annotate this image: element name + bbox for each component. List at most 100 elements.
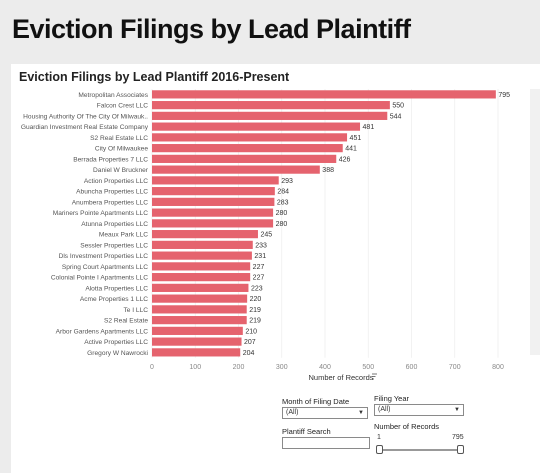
data-label: 451 [350,135,362,142]
data-label: 426 [339,156,351,163]
plaintiff-search-input[interactable] [282,437,370,449]
data-label: 207 [244,339,256,346]
bar[interactable] [152,208,274,217]
x-axis-ticks: 0 100 200 300 400 500 600 700 800 [150,364,504,371]
data-label: 280 [276,221,288,228]
records-filter-label: Number of Records [374,422,440,431]
data-label: 220 [250,296,262,303]
bar[interactable] [152,240,253,249]
bar[interactable] [152,197,275,206]
bar[interactable] [152,337,242,346]
bar[interactable] [152,316,247,325]
slider-max-value: 795 [452,434,464,441]
scrollbar[interactable] [530,89,540,355]
bar[interactable] [152,111,388,120]
chevron-down-icon: ▼ [454,407,460,413]
year-filter-value: (All) [378,406,391,413]
category-label: Te I LLC [123,307,148,314]
bar[interactable] [152,187,275,196]
page-title: Eviction Filings by Lead Plaintiff [12,14,411,44]
data-label: 795 [498,92,510,99]
x-tick-label: 100 [189,364,201,371]
bar[interactable] [152,144,343,153]
data-label: 550 [392,103,404,110]
x-tick-label: 400 [319,364,331,371]
search-label: Plantiff Search [282,427,331,436]
category-label: Active Properties LLC [84,339,148,346]
x-tick-label: 0 [150,364,154,371]
month-filter-label: Month of Filing Date [282,397,350,406]
bar[interactable] [152,283,249,292]
category-label: Mariners Pointe Apartments LLC [53,210,149,217]
category-label: Berrada Properties 7 LLC [73,156,148,163]
bar[interactable] [152,262,251,271]
slider-handle-max[interactable] [457,445,464,454]
category-label: Sessler Properties LLC [80,242,148,249]
bar[interactable] [152,101,390,110]
data-label: 227 [253,275,265,282]
data-label: 219 [249,307,261,314]
sort-icon[interactable] [372,373,377,380]
data-label: 223 [251,285,263,292]
x-tick-label: 500 [362,364,374,371]
bar[interactable] [152,251,252,260]
bar[interactable] [152,122,361,131]
bar[interactable] [152,326,243,335]
category-label: Housing Authority Of The City Of Milwauk… [23,113,148,120]
chart-panel: Eviction Filings by Lead Plantiff 2016-P… [11,64,540,473]
category-label: Atunna Properties LLC [81,221,148,228]
bar[interactable] [152,133,348,142]
category-label: Dls Investment Properties LLC [59,253,149,260]
bar[interactable] [152,294,248,303]
category-label: Abuncha Properties LLC [76,189,148,196]
records-slider-track[interactable] [380,449,462,451]
bar[interactable] [152,230,258,239]
x-tick-label: 200 [233,364,245,371]
category-label: Colonial Pointe I Apartments LLC [51,275,148,282]
bar[interactable] [152,273,251,282]
x-tick-label: 600 [406,364,418,371]
category-label: Alotta Properties LLC [85,285,148,292]
bar[interactable] [152,176,279,185]
category-label: Gregory W Nawrocki [87,350,148,357]
x-tick-label: 700 [449,364,461,371]
data-label: 293 [281,178,293,185]
category-label: S2 Real Estate LLC [90,135,148,142]
bar[interactable] [152,154,337,163]
category-label: Metropolitan Associates [78,92,148,99]
year-filter-select[interactable]: (All) ▼ [374,404,464,416]
year-filter-label: Filing Year [374,394,410,403]
month-filter-value: (All) [286,409,299,416]
bar-chart: Metropolitan Associates Falcon Crest LLC H… [21,89,510,382]
bar[interactable] [152,165,320,174]
category-label: City Of Milwaukee [95,146,148,153]
category-label: S2 Real Estate [104,318,148,325]
category-label: Action Properties LLC [84,178,148,185]
category-label: Anumbera Properties LLC [72,199,148,206]
data-label: 227 [253,264,265,271]
category-labels: Metropolitan Associates Falcon Crest LLC H… [21,92,149,357]
data-label: 231 [254,253,266,260]
x-tick-label: 300 [276,364,288,371]
data-label: 544 [390,113,402,120]
bars [152,90,496,357]
chart-title: Eviction Filings by Lead Plantiff 2016-P… [19,70,290,84]
category-label: Spring Court Apartments LLC [62,264,148,271]
month-filter-select[interactable]: (All) ▼ [282,407,368,419]
data-label: 219 [249,318,261,325]
bar[interactable] [152,219,274,228]
category-label: Meaux Park LLC [99,232,148,239]
data-label: 283 [277,199,289,206]
data-label: 280 [276,210,288,217]
x-axis-label: Number of Records [308,373,373,382]
x-tick-label: 800 [492,364,504,371]
bar[interactable] [152,305,247,314]
slider-handle-min[interactable] [376,445,383,454]
data-label: 210 [245,328,257,335]
bar[interactable] [152,348,241,357]
bar[interactable] [152,90,496,99]
chevron-down-icon: ▼ [358,410,364,416]
data-label: 233 [255,242,267,249]
category-label: Guardian Investment Real Estate Company [21,124,149,131]
